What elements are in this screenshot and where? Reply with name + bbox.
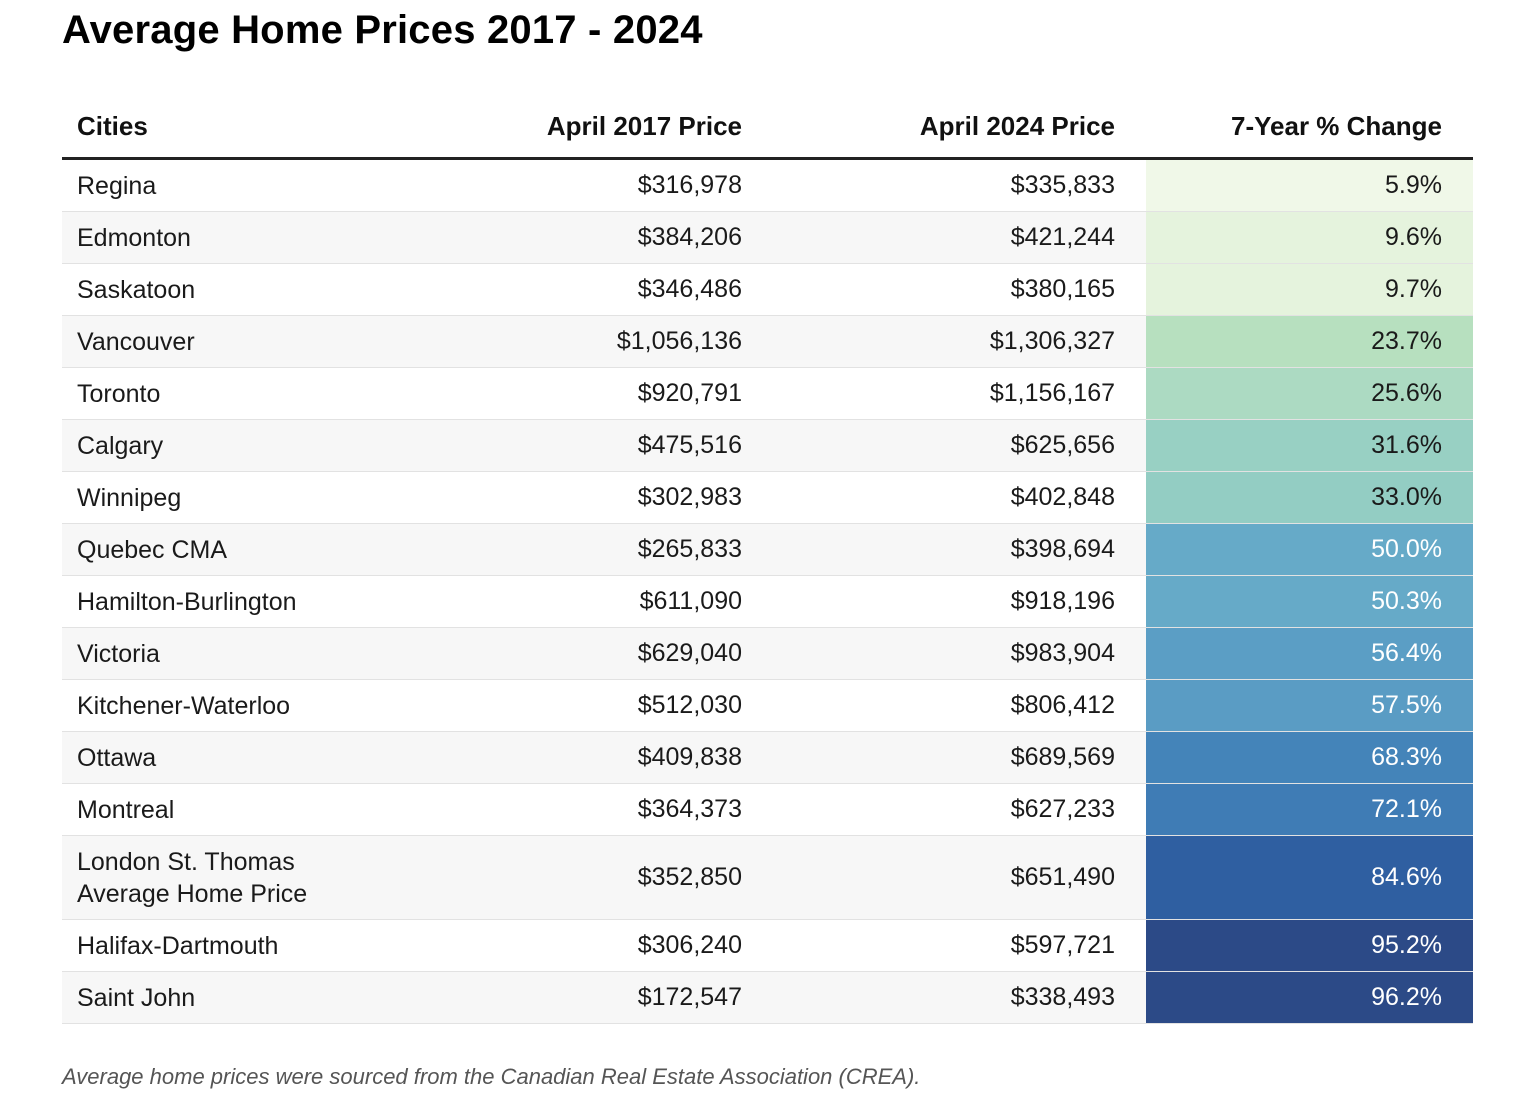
table-row: Kitchener-Waterloo $512,030 $806,412 57.5% [62, 680, 1473, 732]
april-2017-price-cell: $629,040 [637, 639, 742, 667]
april-2017-price-cell: $302,983 [637, 483, 742, 511]
percent-change-cell: 9.7% [1146, 264, 1473, 315]
city-cell: Quebec CMA [77, 535, 228, 564]
april-2024-price-cell: $918,196 [1010, 587, 1115, 615]
april-2024-price-cell: $398,694 [1010, 535, 1115, 563]
source-footnote: Average home prices were sourced from th… [62, 1064, 921, 1089]
table-row: Victoria $629,040 $983,904 56.4% [62, 628, 1473, 680]
table-row: Winnipeg $302,983 $402,848 33.0% [62, 472, 1473, 524]
table-header: Cities April 2017 Price April 2024 Price… [62, 96, 1473, 160]
city-cell: Regina [77, 171, 157, 200]
table-row: London St. Thomas Average Home Price $352… [62, 836, 1473, 920]
percent-change-cell: 72.1% [1146, 784, 1473, 835]
table-row: Halifax-Dartmouth $306,240 $597,721 95.2% [62, 920, 1473, 972]
column-header-april-2024-price: April 2024 Price [919, 111, 1115, 141]
april-2017-price-cell: $352,850 [637, 863, 742, 891]
city-cell: Saint John [77, 983, 196, 1012]
percent-change-cell: 50.0% [1146, 524, 1473, 575]
table-row: Regina $316,978 $335,833 5.9% [62, 160, 1473, 212]
april-2024-price-cell: $651,490 [1010, 863, 1115, 891]
april-2024-price-cell: $983,904 [1010, 639, 1115, 667]
april-2017-price-cell: $409,838 [637, 743, 742, 771]
city-cell: Montreal [77, 795, 175, 824]
column-header-7-year-change: 7-Year % Change [1231, 111, 1442, 141]
city-cell: Ottawa [77, 743, 157, 772]
table-row: Saint John $172,547 $338,493 96.2% [62, 972, 1473, 1024]
table-row: Ottawa $409,838 $689,569 68.3% [62, 732, 1473, 784]
percent-change-cell: 31.6% [1146, 420, 1473, 471]
city-cell: Winnipeg [77, 483, 182, 512]
april-2024-price-cell: $597,721 [1010, 931, 1115, 959]
april-2017-price-cell: $306,240 [637, 931, 742, 959]
april-2024-price-cell: $380,165 [1010, 275, 1115, 303]
april-2017-price-cell: $316,978 [637, 171, 742, 199]
april-2017-price-cell: $475,516 [637, 431, 742, 459]
city-cell: Calgary [77, 431, 164, 460]
april-2024-price-cell: $338,493 [1010, 983, 1115, 1011]
city-cell: Saskatoon [77, 275, 196, 304]
city-cell: Kitchener-Waterloo [77, 691, 291, 720]
city-cell: Edmonton [77, 223, 191, 252]
april-2024-price-cell: $421,244 [1010, 223, 1115, 251]
april-2024-price-cell: $335,833 [1010, 171, 1115, 199]
april-2017-price-cell: $265,833 [637, 535, 742, 563]
april-2024-price-cell: $625,656 [1010, 431, 1115, 459]
table-row: Toronto $920,791 $1,156,167 25.6% [62, 368, 1473, 420]
percent-change-cell: 9.6% [1146, 212, 1473, 263]
april-2017-price-cell: $364,373 [637, 795, 742, 823]
table-row: Vancouver $1,056,136 $1,306,327 23.7% [62, 316, 1473, 368]
april-2017-price-cell: $611,090 [639, 587, 742, 615]
city-cell: London St. Thomas Average Home Price [77, 847, 308, 908]
percent-change-cell: 25.6% [1146, 368, 1473, 419]
april-2017-price-cell: $920,791 [637, 379, 742, 407]
percent-change-cell: 23.7% [1146, 316, 1473, 367]
april-2024-price-cell: $689,569 [1010, 743, 1115, 771]
column-header-april-2017-price: April 2017 Price [546, 111, 742, 141]
percent-change-cell: 84.6% [1146, 836, 1473, 919]
table-row: Saskatoon $346,486 $380,165 9.7% [62, 264, 1473, 316]
april-2017-price-cell: $346,486 [637, 275, 742, 303]
april-2024-price-cell: $806,412 [1010, 691, 1115, 719]
city-cell: Vancouver [77, 327, 195, 356]
percent-change-cell: 57.5% [1146, 680, 1473, 731]
table-row: Montreal $364,373 $627,233 72.1% [62, 784, 1473, 836]
city-cell: Hamilton-Burlington [77, 587, 297, 616]
table-row: Calgary $475,516 $625,656 31.6% [62, 420, 1473, 472]
city-cell: Victoria [77, 639, 160, 668]
table-body: Regina $316,978 $335,833 5.9% Edmonton $384,2… [62, 160, 1473, 1024]
april-2017-price-cell: $384,206 [637, 223, 742, 251]
page-title: Average Home Prices 2017 - 2024 [62, 8, 703, 52]
april-2024-price-cell: $627,233 [1010, 795, 1115, 823]
percent-change-cell: 50.3% [1146, 576, 1473, 627]
table-row: Quebec CMA $265,833 $398,694 50.0% [62, 524, 1473, 576]
april-2024-price-cell: $402,848 [1010, 483, 1115, 511]
home-price-table: Cities April 2017 Price April 2024 Price… [62, 96, 1473, 1024]
percent-change-cell: 68.3% [1146, 732, 1473, 783]
table-row: Hamilton-Burlington $611,090 $918,196 50.3% [62, 576, 1473, 628]
city-cell: Halifax-Dartmouth [77, 931, 279, 960]
column-header-cities: Cities [77, 111, 148, 141]
april-2017-price-cell: $1,056,136 [616, 327, 742, 355]
april-2017-price-cell: $512,030 [637, 691, 742, 719]
april-2024-price-cell: $1,306,327 [989, 327, 1115, 355]
percent-change-cell: 56.4% [1146, 628, 1473, 679]
percent-change-cell: 5.9% [1146, 160, 1473, 211]
percent-change-cell: 96.2% [1146, 972, 1473, 1023]
percent-change-cell: 33.0% [1146, 472, 1473, 523]
april-2017-price-cell: $172,547 [637, 983, 742, 1011]
april-2024-price-cell: $1,156,167 [989, 379, 1115, 407]
city-cell: Toronto [77, 379, 161, 408]
table-row: Edmonton $384,206 $421,244 9.6% [62, 212, 1473, 264]
percent-change-cell: 95.2% [1146, 920, 1473, 971]
